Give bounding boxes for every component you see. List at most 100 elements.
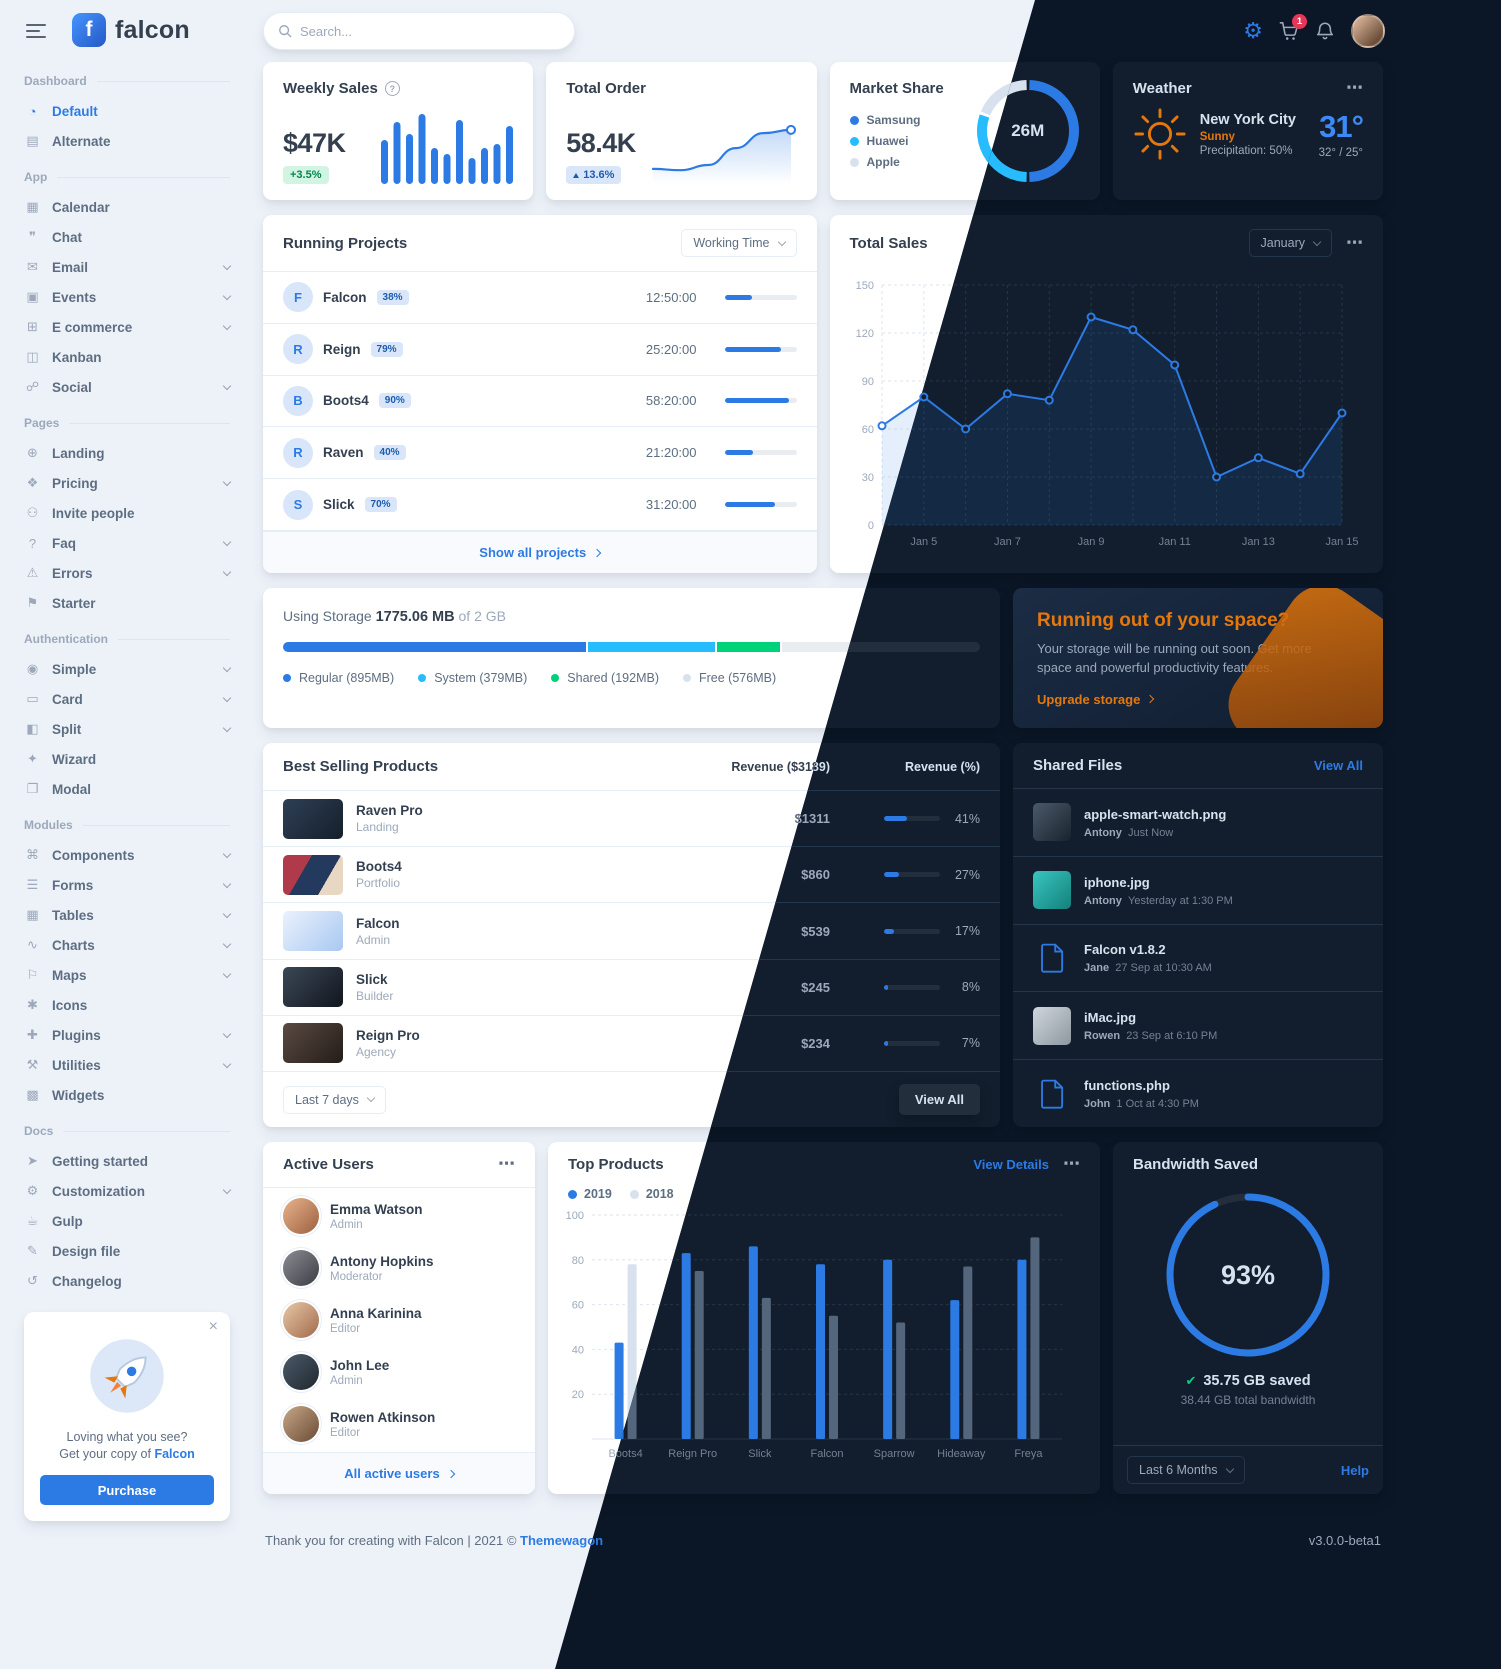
- notifications-button[interactable]: [1315, 21, 1335, 41]
- file-name-link[interactable]: apple-smart-watch.png: [1084, 806, 1227, 822]
- chart-legend-item[interactable]: 2018: [629, 1187, 674, 1201]
- product-thumbnail: [283, 967, 343, 1008]
- market-share-total: 26M: [1011, 121, 1045, 140]
- project-row: S Slick 70% 31:20:00: [263, 479, 817, 531]
- file-owner: Antony: [1084, 894, 1122, 907]
- file-name-link[interactable]: iphone.jpg: [1084, 874, 1150, 890]
- bandwidth-card: Bandwidth Saved 93% ✔ 35.75 GB saved 38.4…: [1113, 1142, 1383, 1494]
- lock-icon: ◉: [26, 661, 39, 676]
- user-avatar: [283, 1198, 319, 1234]
- more-menu-icon[interactable]: ⋯: [1346, 232, 1363, 252]
- view-all-button[interactable]: View All: [898, 1084, 980, 1115]
- upgrade-storage-link[interactable]: Upgrade storage: [1037, 692, 1155, 707]
- search-input[interactable]: [300, 23, 560, 39]
- sidebar-item-widgets[interactable]: ▩ Widgets: [24, 1080, 230, 1110]
- sidebar-item-maps[interactable]: ⚐ Maps: [24, 960, 232, 990]
- more-menu-icon[interactable]: ⋯: [498, 1154, 515, 1174]
- file-name-link[interactable]: functions.php: [1084, 1078, 1170, 1094]
- user-name-link[interactable]: Emma Watson: [330, 1201, 423, 1217]
- shared-files-card: Shared Files View All apple-smart-watch.…: [1013, 743, 1383, 1127]
- sidebar-item-label: Wizard: [52, 751, 97, 767]
- product-name-link[interactable]: Boots4: [356, 859, 402, 875]
- project-name-link[interactable]: Reign: [323, 341, 361, 357]
- svg-text:90: 90: [861, 376, 873, 388]
- show-all-projects-link[interactable]: Show all projects: [263, 531, 817, 573]
- sidebar-item-calendar[interactable]: ▦ Calendar: [24, 192, 230, 222]
- project-name-link[interactable]: Falcon: [323, 289, 367, 305]
- sidebar-toggle-button[interactable]: [26, 24, 46, 38]
- more-menu-icon[interactable]: ⋯: [1346, 78, 1363, 98]
- sidebar-item-gulp[interactable]: ☕ Gulp: [24, 1206, 230, 1236]
- product-name-link[interactable]: Reign Pro: [356, 1027, 420, 1043]
- map-icon: ⚐: [26, 967, 39, 982]
- sidebar-item-charts[interactable]: ∿ Charts: [24, 930, 232, 960]
- sidebar-item-invite-people[interactable]: ⚇ Invite people: [24, 498, 230, 528]
- project-name-link[interactable]: Raven: [323, 445, 364, 461]
- all-active-users-link[interactable]: All active users: [263, 1452, 535, 1494]
- gear-icon: ⚙: [1243, 18, 1263, 43]
- sidebar-item-default[interactable]: ◔ Default: [24, 96, 230, 126]
- sidebar-item-landing[interactable]: ⊕ Landing: [24, 438, 230, 468]
- sidebar-item-split[interactable]: ◧ Split: [24, 714, 232, 744]
- info-icon[interactable]: ?: [384, 81, 400, 96]
- sidebar-item-modal[interactable]: ❐ Modal: [24, 774, 230, 804]
- sidebar-item-errors[interactable]: ⚠ Errors: [24, 558, 232, 588]
- last-6-months-select[interactable]: Last 6 Months: [1127, 1456, 1245, 1484]
- project-name-link[interactable]: Slick: [323, 497, 355, 513]
- sidebar-item-changelog[interactable]: ↺ Changelog: [24, 1266, 230, 1296]
- sidebar-item-card[interactable]: ▭ Card: [24, 684, 232, 714]
- settings-gear-button[interactable]: ⚙: [1243, 20, 1263, 42]
- file-name-link[interactable]: Falcon v1.8.2: [1084, 942, 1166, 958]
- user-avatar[interactable]: [1351, 14, 1385, 48]
- brand-logo[interactable]: f falcon: [72, 13, 190, 47]
- sidebar-item-components[interactable]: ⌘ Components: [24, 840, 232, 870]
- project-name-link[interactable]: Boots4: [323, 393, 369, 409]
- falcon-copy-link[interactable]: Falcon: [154, 1447, 195, 1461]
- product-name-link[interactable]: Falcon: [356, 915, 400, 931]
- sidebar-item-forms[interactable]: ☰ Forms: [24, 870, 232, 900]
- sidebar-item-design-file[interactable]: ✎ Design file: [24, 1236, 230, 1266]
- last-7-days-select[interactable]: Last 7 days: [283, 1085, 386, 1114]
- cart-button[interactable]: 1: [1279, 14, 1307, 41]
- storage-total: of 2 GB: [458, 608, 506, 624]
- sidebar-item-starter[interactable]: ⚑ Starter: [24, 588, 230, 618]
- sidebar-item-kanban[interactable]: ◫ Kanban: [24, 342, 230, 372]
- chart-legend-item[interactable]: 2019: [568, 1187, 612, 1201]
- sidebar-item-getting-started[interactable]: ➤ Getting started: [24, 1146, 230, 1176]
- sidebar-item-utilities[interactable]: ⚒ Utilities: [24, 1050, 232, 1080]
- user-name-link[interactable]: Anna Karinina: [330, 1305, 422, 1321]
- user-name-link[interactable]: Antony Hopkins: [330, 1253, 434, 1269]
- sidebar-item-icons[interactable]: ✱ Icons: [24, 990, 230, 1020]
- file-time: Just Now: [1128, 826, 1174, 839]
- more-menu-icon[interactable]: ⋯: [1063, 1154, 1080, 1174]
- themewagon-link[interactable]: Themewagon: [520, 1533, 604, 1548]
- close-icon[interactable]: ×: [208, 1318, 218, 1335]
- sidebar-item-plugins[interactable]: ✚ Plugins: [24, 1020, 232, 1050]
- sidebar-item-email[interactable]: ✉ Email: [24, 252, 232, 282]
- user-name-link[interactable]: Rowen Atkinson: [330, 1409, 436, 1425]
- sidebar-item-chat[interactable]: ❞ Chat: [24, 222, 230, 252]
- sidebar-item-pricing[interactable]: ❖ Pricing: [24, 468, 232, 498]
- product-name-link[interactable]: Raven Pro: [356, 803, 423, 819]
- sidebar-item-e-commerce[interactable]: ⊞ E commerce: [24, 312, 232, 342]
- sidebar-item-alternate[interactable]: ▤ Alternate: [24, 126, 230, 156]
- sidebar-item-wizard[interactable]: ✦ Wizard: [24, 744, 230, 774]
- sidebar-item-events[interactable]: ▣ Events: [24, 282, 232, 312]
- product-name-link[interactable]: Slick: [356, 971, 388, 987]
- sidebar-item-tables[interactable]: ▦ Tables: [24, 900, 232, 930]
- sidebar-item-simple[interactable]: ◉ Simple: [24, 654, 232, 684]
- working-time-select[interactable]: Working Time: [681, 229, 797, 257]
- view-details-link[interactable]: View Details: [973, 1157, 1049, 1172]
- sidebar-item-social[interactable]: ☍ Social: [24, 372, 232, 402]
- purchase-button[interactable]: Purchase: [40, 1475, 214, 1505]
- month-select[interactable]: January: [1248, 229, 1332, 257]
- product-category: Landing: [356, 820, 399, 835]
- file-name-link[interactable]: iMac.jpg: [1084, 1010, 1137, 1026]
- user-name-link[interactable]: John Lee: [330, 1357, 390, 1373]
- help-link[interactable]: Help: [1340, 1462, 1369, 1478]
- sidebar-item-label: Customization: [52, 1183, 145, 1199]
- view-all-link[interactable]: View All: [1313, 758, 1363, 773]
- sidebar-item-faq[interactable]: ? Faq: [24, 528, 232, 558]
- product-thumbnail: [283, 854, 343, 895]
- sidebar-item-customization[interactable]: ⚙ Customization: [24, 1176, 232, 1206]
